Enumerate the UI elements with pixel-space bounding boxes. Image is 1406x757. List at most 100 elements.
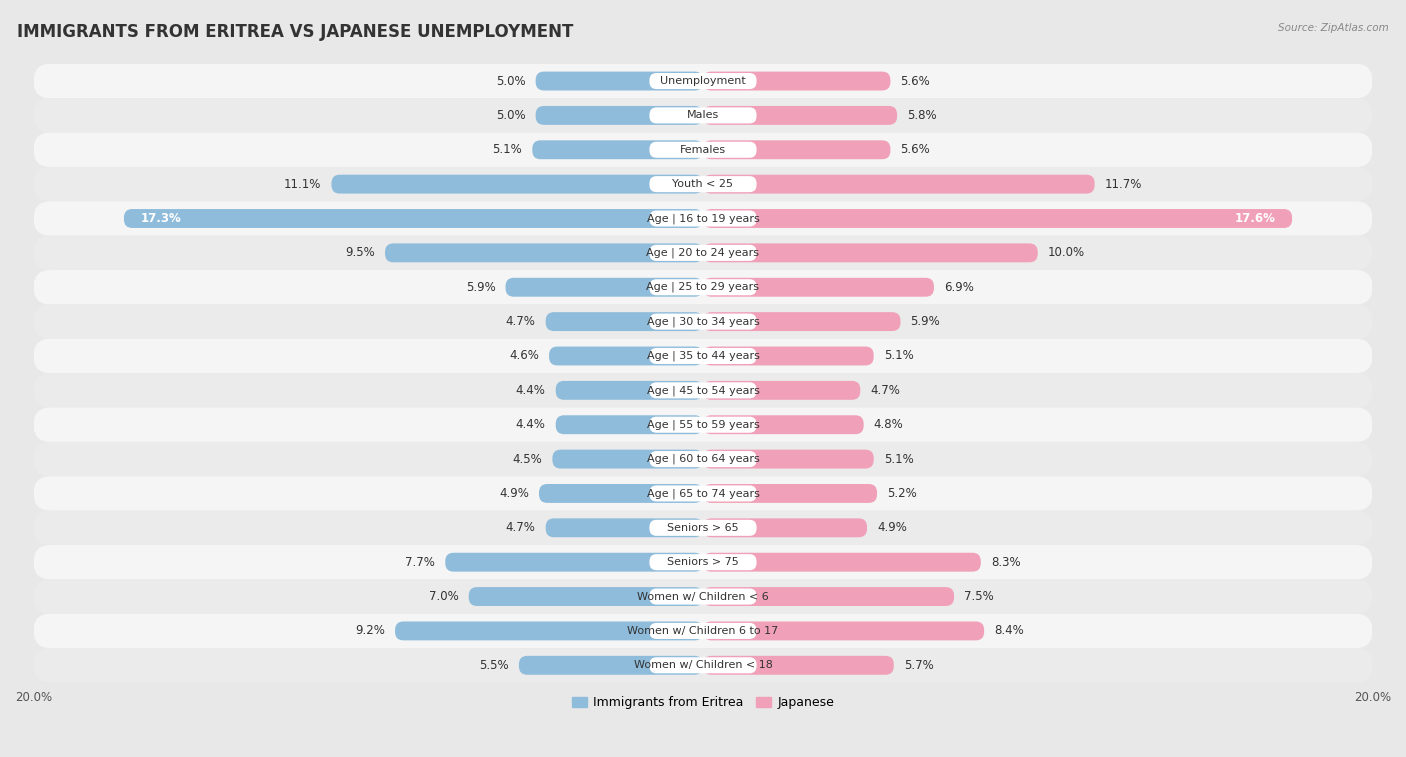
FancyBboxPatch shape [650, 451, 756, 467]
Text: Youth < 25: Youth < 25 [672, 179, 734, 189]
Text: 4.7%: 4.7% [506, 315, 536, 328]
FancyBboxPatch shape [650, 210, 756, 226]
FancyBboxPatch shape [650, 279, 756, 295]
Text: 4.6%: 4.6% [509, 350, 538, 363]
FancyBboxPatch shape [124, 209, 703, 228]
Text: 7.0%: 7.0% [429, 590, 458, 603]
Text: 4.9%: 4.9% [499, 487, 529, 500]
FancyBboxPatch shape [650, 554, 756, 570]
FancyBboxPatch shape [703, 244, 1038, 263]
FancyBboxPatch shape [34, 442, 1372, 476]
FancyBboxPatch shape [538, 484, 703, 503]
Text: Women w/ Children < 18: Women w/ Children < 18 [634, 660, 772, 670]
FancyBboxPatch shape [34, 167, 1372, 201]
FancyBboxPatch shape [703, 587, 955, 606]
FancyBboxPatch shape [553, 450, 703, 469]
FancyBboxPatch shape [650, 348, 756, 364]
FancyBboxPatch shape [34, 132, 1372, 167]
Text: Males: Males [688, 111, 718, 120]
Text: 5.0%: 5.0% [496, 109, 526, 122]
Text: IMMIGRANTS FROM ERITREA VS JAPANESE UNEMPLOYMENT: IMMIGRANTS FROM ERITREA VS JAPANESE UNEM… [17, 23, 574, 41]
Text: 6.9%: 6.9% [943, 281, 974, 294]
Text: 11.7%: 11.7% [1105, 178, 1142, 191]
FancyBboxPatch shape [536, 106, 703, 125]
FancyBboxPatch shape [703, 656, 894, 674]
Text: Age | 65 to 74 years: Age | 65 to 74 years [647, 488, 759, 499]
Text: Age | 60 to 64 years: Age | 60 to 64 years [647, 454, 759, 464]
Text: 4.7%: 4.7% [506, 522, 536, 534]
Text: Seniors > 65: Seniors > 65 [668, 523, 738, 533]
Text: 17.6%: 17.6% [1234, 212, 1275, 225]
Text: 5.9%: 5.9% [911, 315, 941, 328]
FancyBboxPatch shape [650, 416, 756, 433]
Text: 4.5%: 4.5% [513, 453, 543, 466]
FancyBboxPatch shape [650, 657, 756, 673]
Text: 5.1%: 5.1% [492, 143, 522, 156]
FancyBboxPatch shape [34, 64, 1372, 98]
Text: Seniors > 75: Seniors > 75 [666, 557, 740, 567]
FancyBboxPatch shape [34, 648, 1372, 683]
FancyBboxPatch shape [332, 175, 703, 194]
FancyBboxPatch shape [650, 485, 756, 501]
FancyBboxPatch shape [506, 278, 703, 297]
FancyBboxPatch shape [34, 235, 1372, 270]
FancyBboxPatch shape [650, 588, 756, 605]
Text: 7.5%: 7.5% [965, 590, 994, 603]
FancyBboxPatch shape [703, 553, 981, 572]
Text: 5.0%: 5.0% [496, 74, 526, 88]
Text: 5.6%: 5.6% [900, 74, 931, 88]
FancyBboxPatch shape [703, 209, 1292, 228]
FancyBboxPatch shape [468, 587, 703, 606]
Text: Women w/ Children < 6: Women w/ Children < 6 [637, 591, 769, 602]
Text: Females: Females [681, 145, 725, 154]
FancyBboxPatch shape [34, 511, 1372, 545]
FancyBboxPatch shape [34, 407, 1372, 442]
FancyBboxPatch shape [34, 476, 1372, 511]
Text: 9.2%: 9.2% [356, 625, 385, 637]
Text: Age | 16 to 19 years: Age | 16 to 19 years [647, 213, 759, 224]
FancyBboxPatch shape [650, 245, 756, 261]
Text: 5.6%: 5.6% [900, 143, 931, 156]
FancyBboxPatch shape [650, 623, 756, 639]
Text: Age | 45 to 54 years: Age | 45 to 54 years [647, 385, 759, 396]
Legend: Immigrants from Eritrea, Japanese: Immigrants from Eritrea, Japanese [567, 691, 839, 714]
Text: 4.8%: 4.8% [873, 418, 904, 431]
FancyBboxPatch shape [519, 656, 703, 674]
FancyBboxPatch shape [703, 347, 873, 366]
Text: 5.7%: 5.7% [904, 659, 934, 671]
Text: 8.3%: 8.3% [991, 556, 1021, 569]
FancyBboxPatch shape [650, 520, 756, 536]
FancyBboxPatch shape [546, 519, 703, 537]
Text: 5.2%: 5.2% [887, 487, 917, 500]
Text: 9.5%: 9.5% [346, 246, 375, 260]
Text: 7.7%: 7.7% [405, 556, 436, 569]
FancyBboxPatch shape [446, 553, 703, 572]
Text: Age | 20 to 24 years: Age | 20 to 24 years [647, 248, 759, 258]
FancyBboxPatch shape [555, 416, 703, 435]
FancyBboxPatch shape [703, 175, 1095, 194]
Text: 5.1%: 5.1% [884, 350, 914, 363]
FancyBboxPatch shape [34, 201, 1372, 235]
Text: 4.9%: 4.9% [877, 522, 907, 534]
FancyBboxPatch shape [650, 382, 756, 398]
FancyBboxPatch shape [34, 614, 1372, 648]
FancyBboxPatch shape [650, 107, 756, 123]
FancyBboxPatch shape [650, 313, 756, 329]
FancyBboxPatch shape [34, 304, 1372, 339]
FancyBboxPatch shape [548, 347, 703, 366]
FancyBboxPatch shape [34, 98, 1372, 132]
FancyBboxPatch shape [533, 140, 703, 159]
FancyBboxPatch shape [34, 579, 1372, 614]
FancyBboxPatch shape [703, 416, 863, 435]
FancyBboxPatch shape [546, 312, 703, 331]
FancyBboxPatch shape [650, 176, 756, 192]
FancyBboxPatch shape [703, 519, 868, 537]
FancyBboxPatch shape [703, 72, 890, 91]
FancyBboxPatch shape [385, 244, 703, 263]
FancyBboxPatch shape [650, 142, 756, 157]
FancyBboxPatch shape [703, 106, 897, 125]
FancyBboxPatch shape [703, 278, 934, 297]
FancyBboxPatch shape [703, 621, 984, 640]
Text: Age | 30 to 34 years: Age | 30 to 34 years [647, 316, 759, 327]
FancyBboxPatch shape [703, 312, 900, 331]
